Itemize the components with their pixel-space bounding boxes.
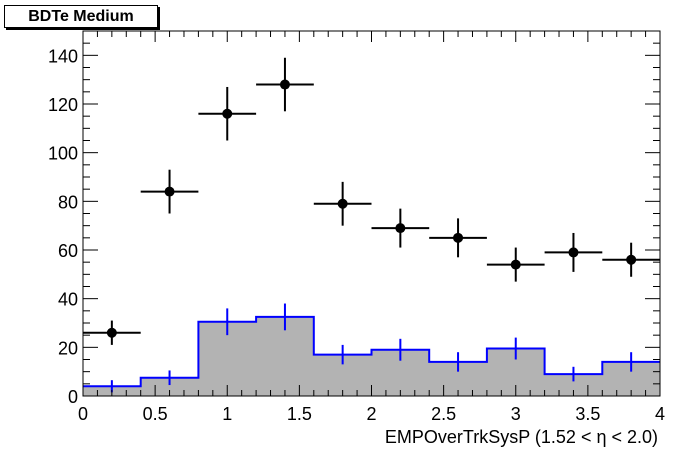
x-tick-label: 3	[511, 404, 521, 424]
histogram-outline	[83, 315, 660, 388]
y-tick-label: 0	[68, 387, 78, 407]
data-marker	[453, 232, 464, 243]
data-marker	[626, 254, 637, 265]
histogram-fill	[83, 316, 660, 396]
x-tick-label: 1	[222, 404, 232, 424]
y-tick-label: 120	[48, 95, 78, 115]
data-point	[544, 232, 603, 272]
data-marker	[395, 223, 406, 234]
data-point	[140, 169, 199, 214]
y-tick-label: 40	[58, 290, 78, 310]
data-marker	[164, 186, 175, 197]
data-point	[313, 181, 372, 226]
mc-histogram-layer	[83, 303, 660, 396]
y-tick-label: 80	[58, 192, 78, 212]
x-tick-label: 0.5	[143, 404, 168, 424]
data-point	[371, 208, 430, 248]
data-points-layer	[83, 57, 660, 345]
data-point	[602, 242, 660, 277]
x-tick-label: 4	[655, 404, 665, 424]
data-marker	[337, 198, 348, 209]
data-point	[198, 86, 257, 141]
data-marker	[106, 327, 117, 338]
data-point	[83, 320, 141, 345]
x-axis-label: EMPOverTrkSysP (1.52 < η < 2.0)	[385, 427, 658, 447]
data-marker	[510, 259, 521, 270]
x-tick-label: 1.5	[287, 404, 312, 424]
x-tick-label: 3.5	[575, 404, 600, 424]
data-point	[256, 57, 314, 112]
chart-title: BDTe Medium	[4, 5, 158, 28]
y-tick-label: 60	[58, 241, 78, 261]
y-tick-label: 140	[48, 46, 78, 66]
y-tick-label: 20	[58, 338, 78, 358]
data-marker	[568, 247, 579, 258]
data-point	[429, 218, 487, 258]
x-tick-label: 0	[78, 404, 88, 424]
data-marker	[222, 108, 233, 119]
x-tick-label: 2	[366, 404, 376, 424]
y-tick-label: 100	[48, 144, 78, 164]
data-point	[486, 247, 545, 282]
x-tick-label: 2.5	[431, 404, 456, 424]
data-marker	[279, 79, 290, 90]
